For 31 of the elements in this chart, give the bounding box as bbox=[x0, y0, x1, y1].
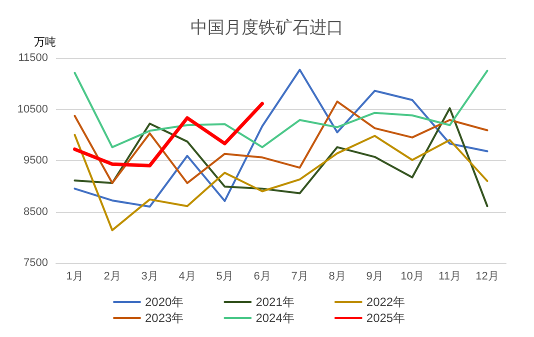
x-tick-label: 7月 bbox=[291, 270, 308, 282]
x-tick-label: 4月 bbox=[178, 270, 196, 282]
line-series bbox=[74, 134, 488, 232]
y-tick-label: 11500 bbox=[18, 52, 48, 64]
y-tick-label: 10500 bbox=[17, 103, 48, 116]
y-tick-label: 8500 bbox=[24, 206, 48, 218]
x-tick-label: 2月 bbox=[104, 270, 121, 282]
x-tick-label: 8月 bbox=[328, 270, 346, 282]
chart-title: 中国月度铁矿石进口 bbox=[190, 18, 344, 37]
y-tick-label: 9500 bbox=[24, 154, 48, 166]
y-tick-label: 7500 bbox=[24, 257, 48, 269]
legend-label: 2020年 bbox=[145, 295, 184, 309]
line-series bbox=[74, 100, 488, 184]
line-series bbox=[73, 102, 264, 168]
x-tick-label: 9月 bbox=[366, 270, 384, 282]
y-axis-title: 万吨 bbox=[34, 36, 56, 48]
x-tick-label: 6月 bbox=[254, 270, 271, 282]
x-tick-label: 3月 bbox=[141, 270, 158, 282]
line-series bbox=[74, 70, 488, 148]
x-tick-label: 5月 bbox=[216, 270, 234, 282]
line-series bbox=[74, 68, 488, 208]
x-tick-label: 12月 bbox=[476, 270, 499, 282]
x-tick-label: 10月 bbox=[400, 270, 424, 282]
x-tick-label: 1月 bbox=[66, 270, 84, 282]
legend-label: 2024年 bbox=[256, 311, 294, 325]
legend-label: 2023年 bbox=[145, 311, 184, 325]
legend-label: 2021年 bbox=[256, 295, 294, 309]
legend-label: 2025年 bbox=[366, 311, 406, 325]
legend-label: 2022年 bbox=[366, 295, 406, 309]
x-tick-label: 11月 bbox=[438, 270, 461, 282]
line-series bbox=[74, 107, 488, 208]
